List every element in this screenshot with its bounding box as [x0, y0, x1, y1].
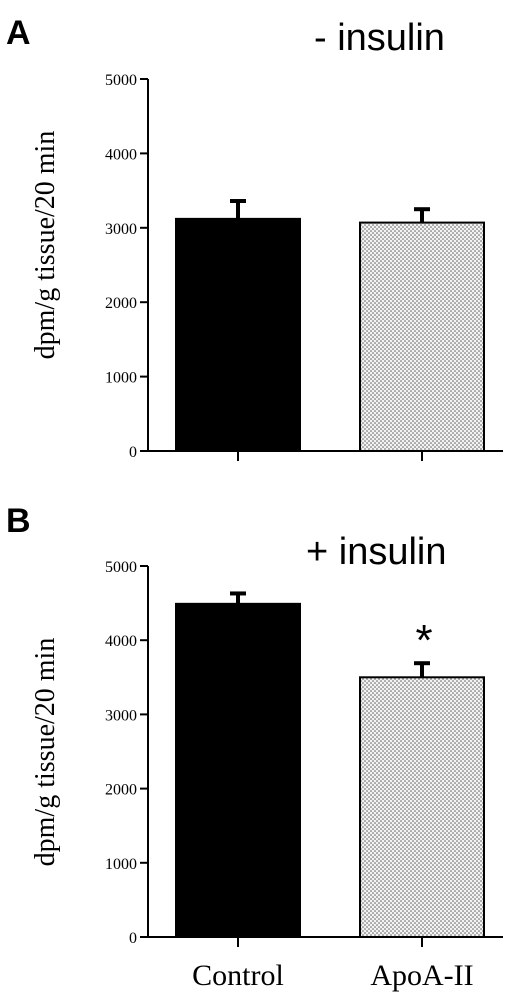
- panel-a-y-tick-label: 0: [129, 444, 137, 461]
- panel-b-y-tick-label: 1000: [105, 856, 137, 873]
- panel-a-y-tick-label: 5000: [105, 72, 137, 89]
- panel-b-letter: B: [6, 502, 31, 540]
- panel-b-bar-apoa-ii: [359, 676, 485, 938]
- panel-b-bar-control: [175, 602, 301, 938]
- panel-b-plot: 0 1000 2000 3000 4000 5000 *: [105, 559, 503, 947]
- panel-b-y-tick-label: 2000: [105, 782, 137, 799]
- panel-b-significance-apoa-ii: *: [415, 616, 432, 665]
- panel-b: B + insulin dpm/g tissue/20 min 0 1000 200…: [6, 502, 503, 992]
- panel-a-letter: A: [6, 14, 31, 52]
- panel-a-y-axis-label: dpm/g tissue/20 min: [30, 131, 61, 360]
- x-label-apoa-ii: ApoA-II: [370, 959, 473, 992]
- panel-a-bar-apoa-ii: [359, 221, 485, 452]
- panel-a: A - insulin dpm/g tissue/20 min 0 1000 200…: [6, 14, 503, 461]
- panel-b-title: + insulin: [306, 531, 446, 573]
- panel-b-y-tick-label: 3000: [105, 707, 137, 724]
- panel-a-y-tick-label: 1000: [105, 370, 137, 387]
- panel-a-plot: 0 1000 2000 3000 4000 5000: [105, 72, 503, 461]
- panel-a-y-tick-label: 2000: [105, 295, 137, 312]
- x-label-control: Control: [192, 959, 284, 992]
- panel-a-title: - insulin: [314, 17, 445, 59]
- panel-b-y-axis-label: dpm/g tissue/20 min: [30, 638, 61, 867]
- panel-a-bar-control: [175, 217, 301, 452]
- panel-b-y-tick-label: 0: [129, 930, 137, 947]
- panel-b-y-tick-label: 4000: [105, 633, 137, 650]
- panel-a-y-tick-label: 4000: [105, 146, 137, 163]
- panel-a-y-tick-label: 3000: [105, 221, 137, 238]
- panel-b-y-tick-label: 5000: [105, 559, 137, 576]
